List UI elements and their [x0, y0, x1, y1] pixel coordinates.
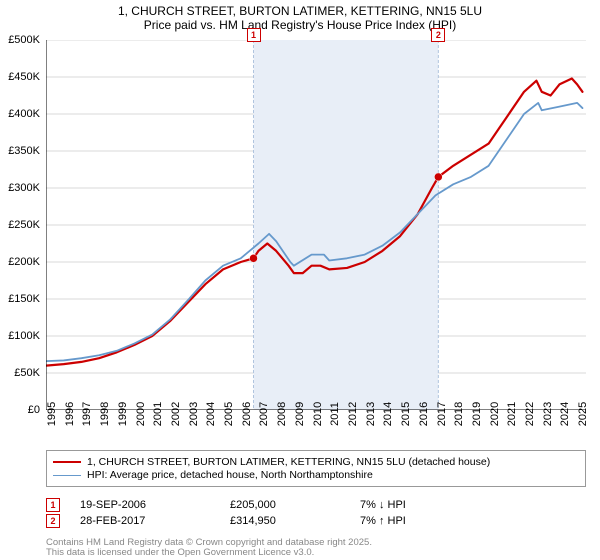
x-tick-label: 2002: [170, 402, 182, 426]
x-tick-label: 2021: [506, 402, 518, 426]
transaction-row-1: 2 28-FEB-2017 £314,950 7% ↑ HPI: [46, 514, 586, 528]
x-tick-label: 2011: [329, 402, 341, 426]
x-tick-label: 1995: [46, 402, 58, 426]
x-tick-label: 2004: [205, 402, 217, 426]
x-tick-label: 2018: [453, 402, 465, 426]
chart-svg: [46, 40, 586, 410]
x-tick-label: 1997: [81, 402, 93, 426]
title-line1: 1, CHURCH STREET, BURTON LATIMER, KETTER…: [0, 4, 600, 18]
transaction-price-0: £205,000: [230, 499, 340, 511]
chart-container: 1, CHURCH STREET, BURTON LATIMER, KETTER…: [0, 0, 600, 560]
title-block: 1, CHURCH STREET, BURTON LATIMER, KETTER…: [0, 0, 600, 34]
chart-marker-box-2: 2: [431, 28, 445, 42]
transactions-table: 1 19-SEP-2006 £205,000 7% ↓ HPI 2 28-FEB…: [46, 496, 586, 530]
x-tick-label: 2023: [542, 402, 554, 426]
y-tick-label: £350K: [8, 145, 40, 157]
x-tick-label: 2003: [188, 402, 200, 426]
x-tick-label: 1999: [117, 402, 129, 426]
x-tick-label: 2005: [223, 402, 235, 426]
legend-swatch-0: [53, 461, 81, 463]
x-tick-label: 2008: [276, 402, 288, 426]
y-tick-label: £500K: [8, 34, 40, 46]
x-tick-label: 2010: [312, 402, 324, 426]
footnote: Contains HM Land Registry data © Crown c…: [46, 538, 372, 559]
transaction-marker-1: 2: [46, 514, 60, 528]
x-tick-label: 2014: [382, 402, 394, 426]
x-tick-label: 2016: [418, 402, 430, 426]
x-tick-label: 2009: [294, 402, 306, 426]
x-tick-label: 2015: [400, 402, 412, 426]
x-tick-label: 2013: [365, 402, 377, 426]
x-tick-label: 2020: [489, 402, 501, 426]
transaction-marker-0: 1: [46, 498, 60, 512]
y-tick-label: £400K: [8, 108, 40, 120]
transaction-change-0: 7% ↓ HPI: [360, 499, 480, 511]
x-tick-label: 2000: [135, 402, 147, 426]
chart-area: £0£50K£100K£150K£200K£250K£300K£350K£400…: [46, 40, 586, 410]
chart-marker-box-1: 1: [247, 28, 261, 42]
transaction-price-1: £314,950: [230, 515, 340, 527]
y-tick-label: £50K: [14, 367, 40, 379]
x-tick-label: 1998: [99, 402, 111, 426]
transaction-row-0: 1 19-SEP-2006 £205,000 7% ↓ HPI: [46, 498, 586, 512]
x-tick-label: 2017: [436, 402, 448, 426]
legend-label-0: 1, CHURCH STREET, BURTON LATIMER, KETTER…: [87, 456, 490, 468]
x-tick-label: 2001: [152, 402, 164, 426]
x-tick-label: 1996: [64, 402, 76, 426]
legend-label-1: HPI: Average price, detached house, Nort…: [87, 469, 373, 481]
y-tick-label: £100K: [8, 330, 40, 342]
x-tick-label: 2019: [471, 402, 483, 426]
y-tick-label: £150K: [8, 293, 40, 305]
transaction-change-1: 7% ↑ HPI: [360, 515, 480, 527]
x-tick-label: 2012: [347, 402, 359, 426]
footnote-line2: This data is licensed under the Open Gov…: [46, 548, 372, 558]
legend-swatch-1: [53, 475, 81, 476]
y-tick-label: £250K: [8, 219, 40, 231]
title-line2: Price paid vs. HM Land Registry's House …: [0, 18, 600, 32]
y-tick-label: £450K: [8, 71, 40, 83]
y-tick-label: £200K: [8, 256, 40, 268]
x-tick-label: 2024: [559, 402, 571, 426]
x-tick-label: 2007: [258, 402, 270, 426]
transaction-date-0: 19-SEP-2006: [80, 499, 210, 511]
x-tick-label: 2025: [577, 402, 589, 426]
legend-box: 1, CHURCH STREET, BURTON LATIMER, KETTER…: [46, 450, 586, 487]
legend-row-1: HPI: Average price, detached house, Nort…: [53, 469, 579, 481]
x-tick-label: 2006: [241, 402, 253, 426]
y-tick-label: £300K: [8, 182, 40, 194]
y-tick-label: £0: [28, 404, 40, 416]
transaction-date-1: 28-FEB-2017: [80, 515, 210, 527]
legend-row-0: 1, CHURCH STREET, BURTON LATIMER, KETTER…: [53, 456, 579, 468]
x-tick-label: 2022: [524, 402, 536, 426]
